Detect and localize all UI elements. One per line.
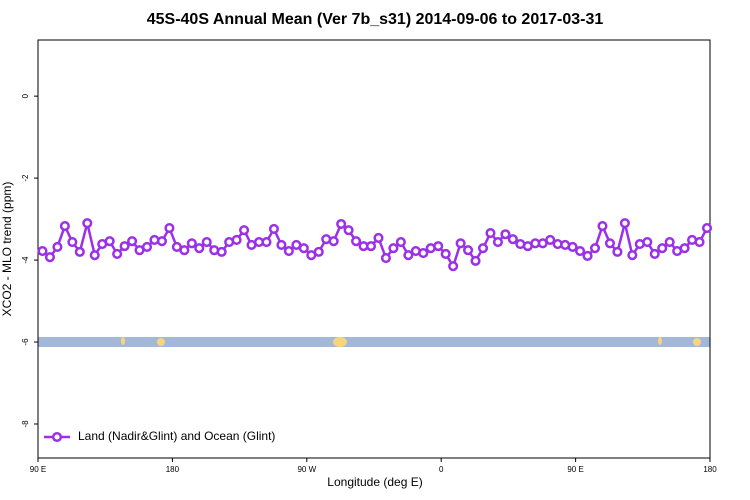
data-point bbox=[336, 218, 347, 230]
data-point bbox=[164, 223, 175, 234]
data-point bbox=[328, 236, 339, 247]
data-point bbox=[470, 255, 481, 266]
chart-title: 45S-40S Annual Mean (Ver 7b_s31) 2014-09… bbox=[147, 11, 604, 28]
data-point bbox=[627, 250, 638, 261]
data-point bbox=[59, 221, 70, 232]
data-point bbox=[395, 236, 406, 248]
x-axis-label: Longitude (deg E) bbox=[327, 475, 422, 489]
data-point bbox=[664, 236, 675, 248]
x-tick-label: 0 bbox=[439, 465, 444, 474]
data-point bbox=[82, 218, 93, 229]
y-tick-label: -4 bbox=[21, 256, 30, 264]
data-point bbox=[582, 250, 593, 262]
data-point bbox=[492, 236, 503, 248]
data-point bbox=[500, 229, 511, 240]
data-point bbox=[67, 236, 78, 248]
data-point bbox=[194, 243, 205, 254]
legend-marker bbox=[51, 431, 63, 443]
data-point bbox=[268, 223, 279, 234]
data-point bbox=[694, 236, 705, 248]
land-spot bbox=[333, 337, 347, 347]
data-point bbox=[388, 243, 399, 254]
data-point bbox=[485, 227, 496, 239]
y-axis-label: XCO2 - MLO trend (ppm) bbox=[0, 182, 14, 317]
x-tick-label: 90 W bbox=[297, 465, 316, 474]
land-spot bbox=[157, 338, 165, 346]
x-tick-label: 90 E bbox=[30, 465, 46, 474]
data-point bbox=[127, 236, 138, 247]
data-point bbox=[216, 246, 227, 257]
data-point bbox=[119, 241, 130, 252]
data-point bbox=[373, 232, 384, 243]
data-point bbox=[74, 246, 85, 257]
data-point bbox=[298, 243, 309, 254]
data-point bbox=[141, 241, 153, 253]
data-point bbox=[589, 243, 601, 254]
data-point bbox=[455, 238, 466, 249]
data-point bbox=[380, 252, 391, 264]
data-point bbox=[186, 238, 197, 249]
data-point bbox=[567, 241, 578, 253]
data-point bbox=[701, 223, 713, 234]
data-point bbox=[104, 236, 115, 247]
data-point bbox=[261, 236, 272, 248]
data-point bbox=[418, 248, 429, 259]
y-tick-label: -2 bbox=[21, 174, 30, 182]
data-point bbox=[156, 236, 167, 247]
data-point bbox=[403, 250, 414, 261]
data-point bbox=[112, 248, 123, 259]
data-point bbox=[642, 236, 653, 248]
data-point bbox=[351, 236, 362, 247]
data-point bbox=[507, 234, 518, 245]
data-point bbox=[619, 218, 630, 229]
data-point bbox=[433, 241, 444, 252]
data-point bbox=[179, 245, 190, 256]
y-tick-label: -8 bbox=[21, 420, 30, 428]
data-point bbox=[201, 236, 212, 248]
data-point bbox=[365, 241, 377, 252]
data-point bbox=[440, 248, 451, 259]
data-point bbox=[283, 245, 294, 257]
data-point bbox=[575, 245, 586, 257]
data-point bbox=[276, 239, 287, 250]
legend-label: Land (Nadir&Glint) and Ocean (Glint) bbox=[78, 429, 275, 443]
data-point bbox=[604, 238, 615, 249]
data-point bbox=[231, 234, 242, 246]
data-point bbox=[52, 241, 63, 253]
data-point bbox=[44, 252, 55, 263]
ocean-strip bbox=[38, 337, 710, 347]
data-point bbox=[37, 245, 48, 257]
data-point bbox=[657, 243, 668, 254]
data-point bbox=[649, 248, 660, 259]
data-point bbox=[89, 250, 100, 261]
y-tick-label: -6 bbox=[21, 338, 30, 346]
x-tick-label: 180 bbox=[166, 465, 180, 474]
data-point bbox=[448, 261, 459, 272]
land-spot bbox=[121, 337, 125, 345]
data-point bbox=[612, 246, 623, 257]
x-tick-label: 90 E bbox=[567, 465, 583, 474]
data-point bbox=[239, 225, 250, 236]
y-tick-label: 0 bbox=[21, 93, 30, 98]
data-point bbox=[343, 225, 354, 236]
data-point bbox=[313, 246, 324, 257]
data-point bbox=[477, 243, 489, 254]
data-point bbox=[679, 243, 690, 254]
data-point bbox=[545, 234, 556, 246]
land-spot bbox=[658, 337, 662, 345]
data-point bbox=[463, 245, 474, 256]
surface-strip bbox=[38, 337, 710, 347]
land-spot bbox=[693, 338, 701, 346]
data-point bbox=[597, 221, 608, 232]
x-tick-label: 180 bbox=[703, 465, 717, 474]
